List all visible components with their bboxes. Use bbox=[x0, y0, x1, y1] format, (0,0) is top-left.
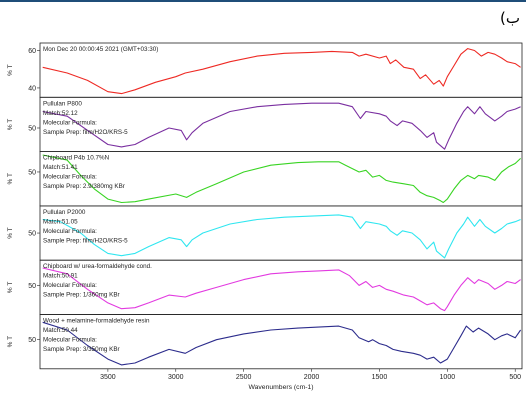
panel-info: Sample Prep: 2.9/380mg KBr bbox=[43, 183, 125, 190]
spectrum-line bbox=[42, 321, 522, 366]
y-tick-label: 50 bbox=[28, 231, 36, 238]
panel-info: Molecular Formula: bbox=[43, 174, 97, 181]
spectrum-panels: % T 60 40 Mon Dec 20 00:00:45 2021 (GMT+03:… bbox=[7, 42, 523, 370]
panel-info: Match:51.41 bbox=[43, 164, 78, 171]
panel-frame bbox=[39, 151, 523, 207]
spectrum-line bbox=[42, 154, 521, 204]
spectrum-panel: % T 50 Chipboard w/ urea-formaldehyde cond… bbox=[7, 259, 523, 315]
y-axis-label: % T bbox=[7, 227, 14, 238]
y-axis-label: % T bbox=[7, 336, 14, 347]
panel-info: Molecular Formula: bbox=[43, 337, 97, 344]
y-tick-label: 50 bbox=[28, 125, 36, 132]
panel-frame bbox=[39, 96, 523, 153]
x-tick-label: 2000 bbox=[304, 374, 320, 381]
panel-title: Pullulan P800 bbox=[43, 100, 82, 107]
spectrum-panel: % T 50 Chipboard P4b 10.7%N Match:51.41 Mole… bbox=[7, 151, 523, 207]
y-tick-label: 40 bbox=[28, 85, 36, 92]
spectrum-line bbox=[42, 214, 521, 259]
x-tick-label: 1000 bbox=[440, 374, 456, 381]
panel-info: Match:50.44 bbox=[43, 327, 78, 334]
spectrum-line bbox=[42, 267, 521, 312]
x-tick-label: 2500 bbox=[236, 374, 252, 381]
panel-info: Sample Prep: 1/360mg KBr bbox=[43, 292, 120, 299]
panel-info: Sample Prep: 3/350mg KBr bbox=[43, 346, 120, 353]
spectrum-panel: % T 50 Pullulan P2000 Match:51.05 Molecular … bbox=[7, 205, 523, 261]
y-tick-label: 60 bbox=[28, 48, 36, 55]
panel-info: Match:51.05 bbox=[43, 218, 78, 225]
y-tick-label: 50 bbox=[28, 169, 36, 176]
panel-title: Chipboard w/ urea-formaldehyde cond. bbox=[43, 263, 152, 270]
panel-title: Wood + melamine-formaldehyde resin bbox=[43, 318, 150, 325]
spectrum-panel: % T 50 Wood + melamine-formaldehyde resin M… bbox=[7, 314, 523, 370]
x-tick-label: 3500 bbox=[100, 374, 116, 381]
panel-info: Match:50.91 bbox=[43, 273, 78, 280]
top-rule bbox=[0, 0, 526, 2]
panel-title: Mon Dec 20 00:00:45 2021 (GMT+03:30) bbox=[43, 46, 158, 53]
x-tick-label: 1500 bbox=[372, 374, 388, 381]
x-tick-label: 3000 bbox=[168, 374, 184, 381]
y-axis-label: % T bbox=[7, 64, 14, 75]
y-tick-label: 50 bbox=[28, 283, 36, 290]
y-axis-label: % T bbox=[7, 173, 14, 184]
panel-frame bbox=[39, 314, 523, 370]
figure-part-label: (ب bbox=[500, 9, 520, 27]
panel-info: Molecular Formula: bbox=[43, 119, 97, 126]
x-axis-label: Wavenumbers (cm-1) bbox=[248, 384, 313, 391]
y-axis-label: % T bbox=[7, 282, 14, 293]
panel-info: Molecular Formula: bbox=[43, 282, 97, 289]
panel-info: Sample Prep: film/H2O/KRS-5 bbox=[43, 237, 128, 244]
panel-frame bbox=[39, 205, 523, 261]
y-tick-label: 50 bbox=[28, 337, 36, 344]
x-tick-label: 500 bbox=[509, 374, 521, 381]
panel-info: Sample Prep: film/H2O/KRS-5 bbox=[43, 129, 128, 136]
panel-info: Molecular Formula: bbox=[43, 228, 97, 235]
y-axis-label: % T bbox=[7, 119, 14, 130]
spectrum-panel: % T 60 40 Mon Dec 20 00:00:45 2021 (GMT+03:… bbox=[7, 42, 523, 98]
spectrum-panel: % T 50 Pullulan P800 Match:52.12 Molecular F… bbox=[7, 96, 523, 153]
x-axis: 3500 3000 2500 2000 1500 1000 500 Wavenumbers (… bbox=[100, 368, 521, 391]
spectrum-line bbox=[42, 48, 521, 95]
panel-title: Pullulan P2000 bbox=[43, 209, 86, 216]
spectrum-line bbox=[42, 102, 521, 150]
panel-title: Chipboard P4b 10.7%N bbox=[43, 155, 110, 162]
panel-info: Match:52.12 bbox=[43, 110, 78, 117]
